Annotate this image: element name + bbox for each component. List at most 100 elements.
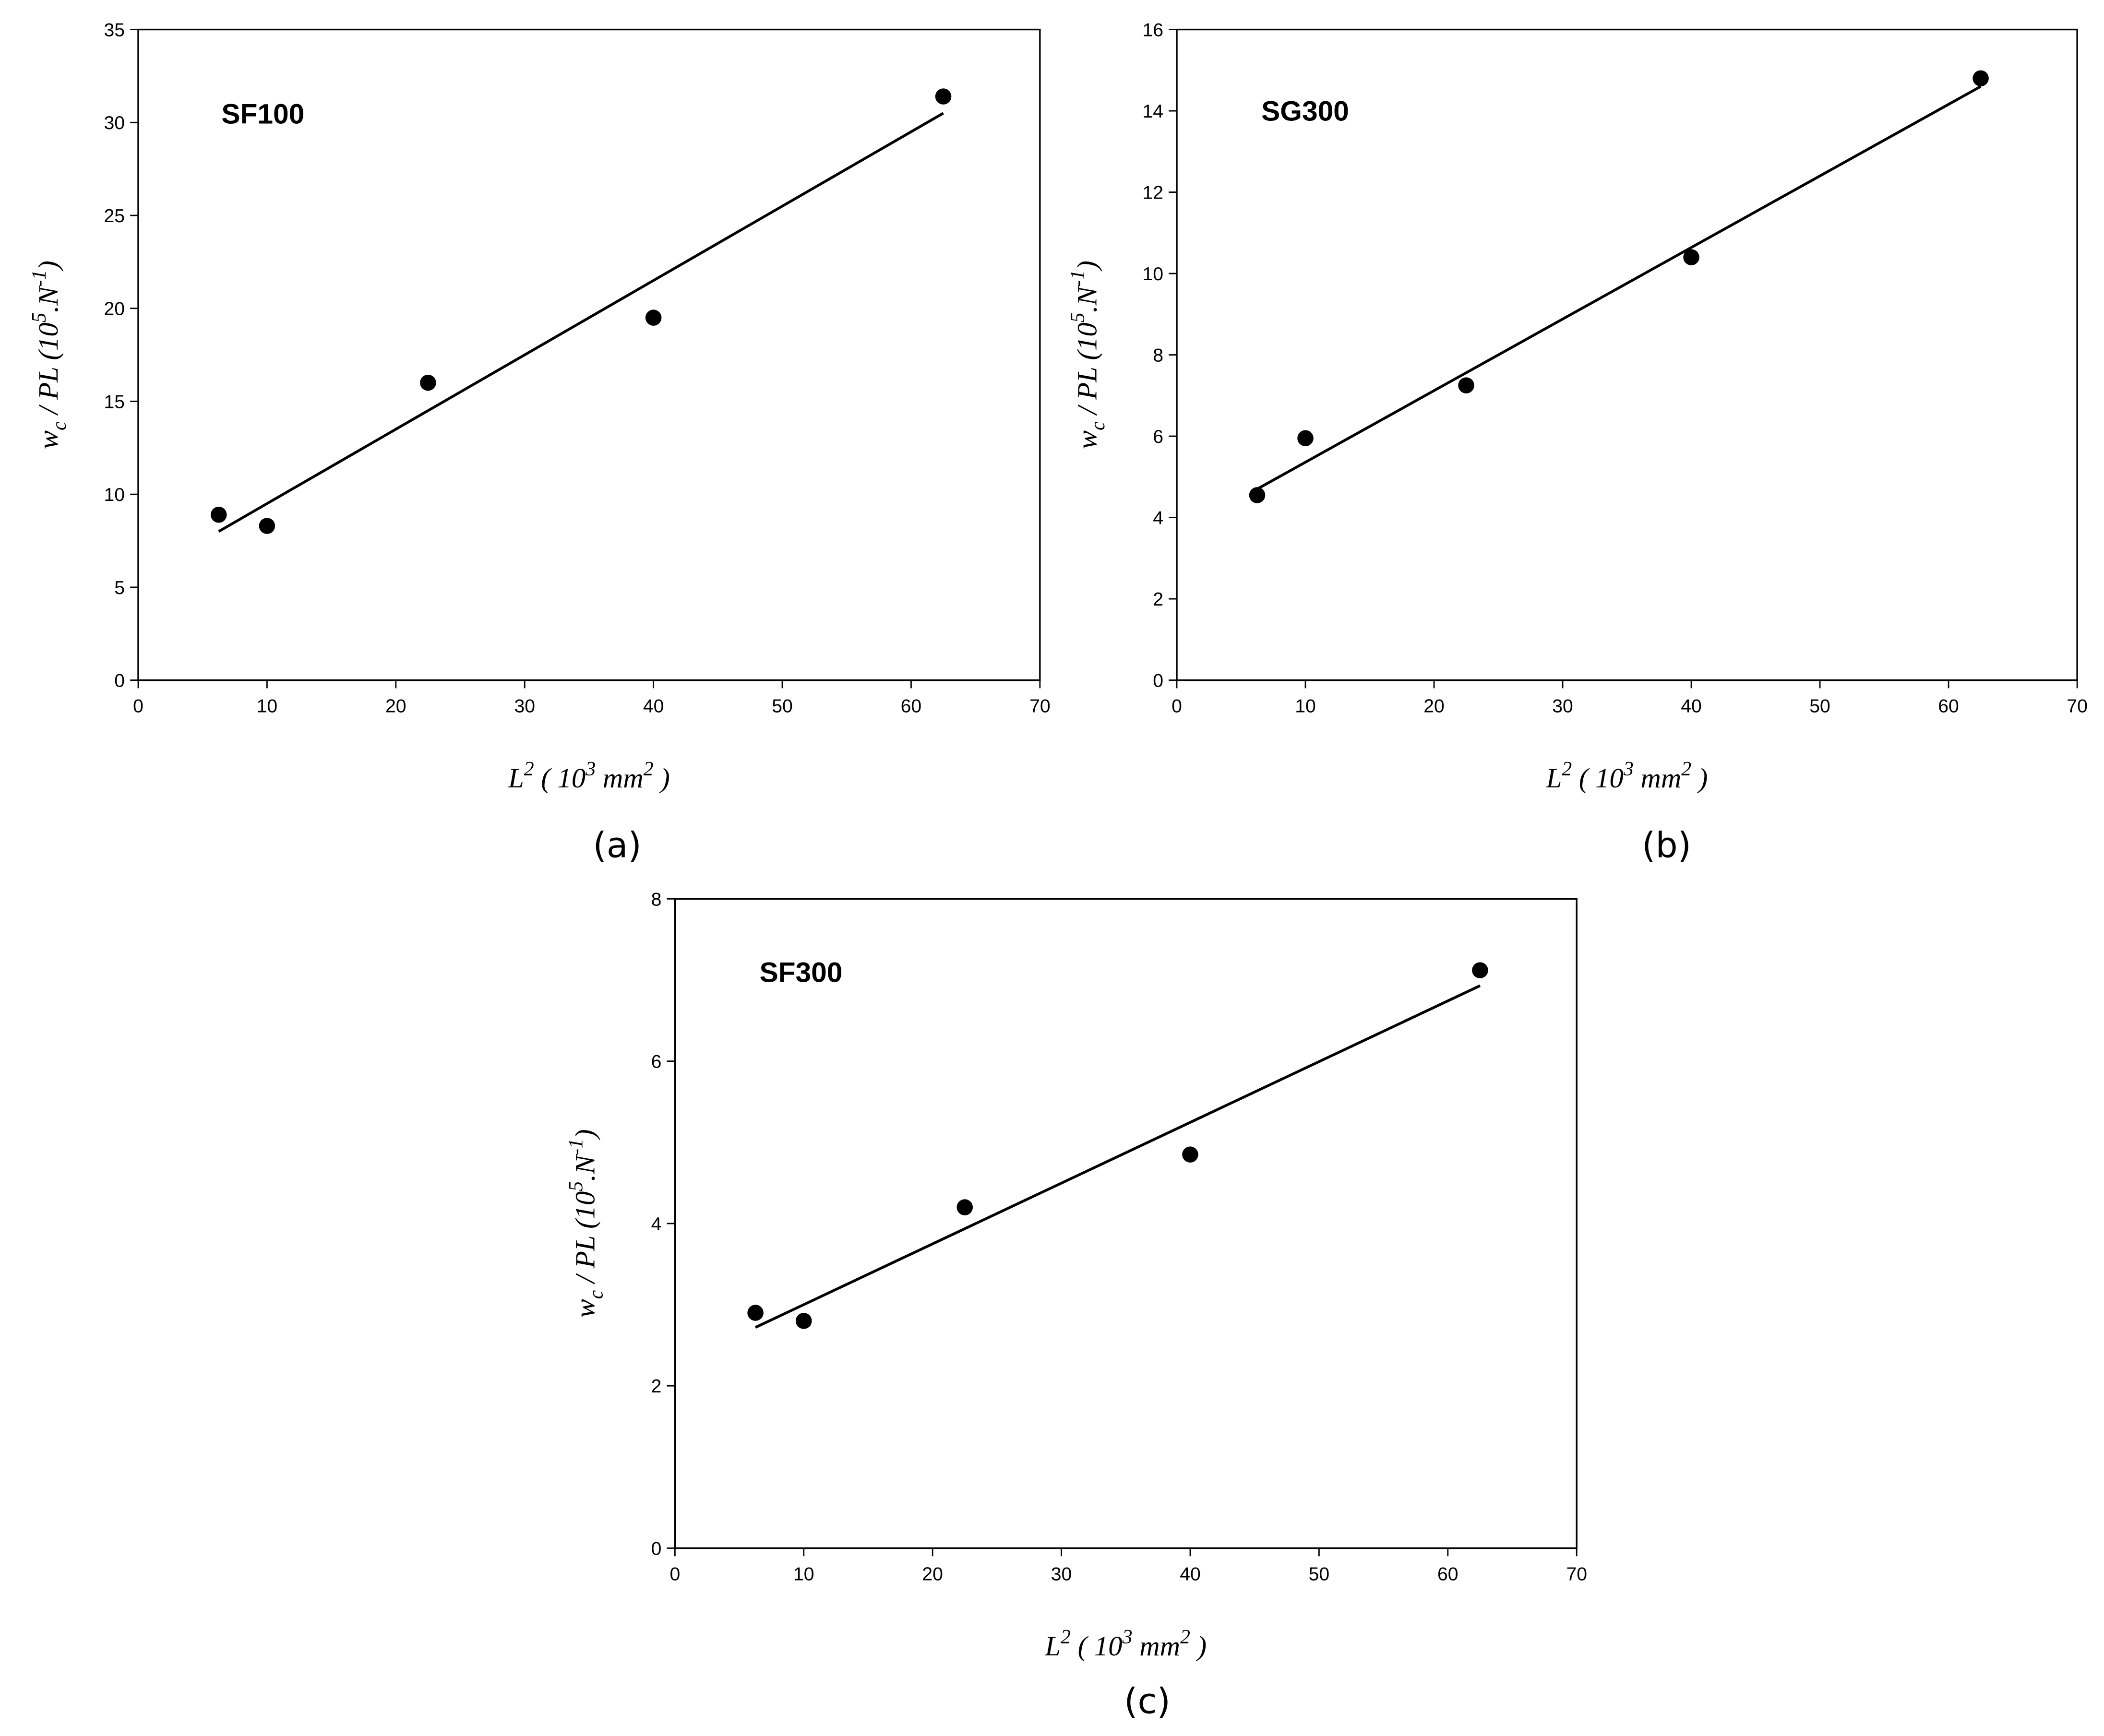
- chart-panel: 0 10 20 30 40 50 60 7005101520253035SF100(a)L2 …: [28, 20, 1051, 866]
- x-axis-label-part: 2: [1562, 758, 1572, 780]
- x-axis-label-part: 3: [585, 758, 596, 780]
- y-axis-label-part: .N: [570, 1154, 601, 1181]
- data-point: [1297, 430, 1314, 447]
- y-axis-label-part: .N: [33, 285, 64, 313]
- x-axis-label-part: ( 10: [1071, 1630, 1123, 1662]
- fit-line: [218, 112, 944, 533]
- x-tick-label: 30: [514, 696, 535, 717]
- data-point: [1182, 1146, 1198, 1163]
- data-point: [420, 374, 436, 391]
- y-tick-label: 20: [104, 299, 125, 320]
- annotation: SF100: [221, 98, 304, 130]
- y-axis-label-part: 5: [565, 1181, 587, 1191]
- data-point: [1458, 377, 1474, 393]
- y-axis-label-part: c: [585, 1290, 607, 1299]
- y-axis-label-part: 5: [28, 312, 50, 322]
- y-tick-label: 14: [1143, 101, 1164, 122]
- x-tick-label: 20: [922, 1564, 943, 1585]
- x-axis-label: L2 ( 103 mm2 ): [508, 758, 670, 794]
- y-tick-label: 4: [1153, 508, 1163, 529]
- plot-frame: [1176, 28, 2078, 681]
- y-tick-label: 0: [1153, 671, 1163, 691]
- y-tick-label: 0: [114, 671, 125, 691]
- data-point: [956, 1199, 973, 1215]
- y-tick-label: 8: [651, 889, 662, 910]
- x-axis-label-part: 2: [1061, 1626, 1071, 1648]
- x-axis-label-part: mm: [1634, 762, 1681, 794]
- y-tick-label: 5: [114, 578, 125, 598]
- y-axis-label-part: .N: [1071, 285, 1102, 313]
- x-tick-label: 10: [257, 696, 278, 717]
- x-axis-label-part: ( 10: [1572, 762, 1624, 794]
- x-axis-label: L2 ( 103 mm2 ): [1044, 1626, 1207, 1662]
- y-axis-label-part: 5: [1067, 312, 1089, 322]
- x-axis-label-part: ( 10: [534, 762, 586, 794]
- fit-line: [1256, 85, 1982, 490]
- x-tick-label: 0: [1172, 696, 1182, 717]
- y-tick-label: 6: [1153, 427, 1163, 447]
- x-tick-label: 40: [1681, 696, 1702, 717]
- data-point: [1683, 249, 1699, 265]
- x-axis-label-part: 2: [524, 758, 534, 780]
- y-tick-label: 15: [104, 392, 125, 412]
- y-tick-label: 2: [651, 1376, 662, 1397]
- y-axis-label-part: / PL (10: [33, 322, 64, 421]
- annotation: SF300: [759, 957, 842, 988]
- data-point: [645, 309, 662, 326]
- y-tick-label: 8: [1153, 345, 1163, 366]
- x-tick-label: 20: [385, 696, 406, 717]
- y-axis-label-part: -1: [28, 270, 50, 287]
- data-point: [259, 518, 275, 534]
- panel-label: (c): [1124, 1681, 1171, 1722]
- plot-frame: [674, 898, 1578, 1549]
- x-axis-label-part: 3: [1122, 1626, 1133, 1648]
- x-tick-label: 60: [901, 696, 922, 717]
- x-tick-label: 0: [133, 696, 143, 717]
- y-axis-label-part: c: [1087, 421, 1109, 430]
- y-tick-label: 25: [104, 206, 125, 226]
- x-axis-label-part: L: [508, 762, 524, 794]
- x-axis-label-part: 2: [644, 758, 654, 780]
- x-tick-label: 50: [772, 696, 793, 717]
- x-tick-label: 30: [1051, 1564, 1072, 1585]
- data-point: [795, 1313, 812, 1329]
- x-tick-label: 60: [1938, 696, 1959, 717]
- y-axis-label-part: w: [1071, 430, 1102, 449]
- y-tick-label: 10: [104, 485, 125, 505]
- x-tick-label: 70: [1566, 1564, 1587, 1585]
- x-axis-label-part: ): [1190, 1630, 1207, 1662]
- y-axis-label-part: ): [33, 261, 64, 272]
- y-axis-label-part: ): [570, 1129, 601, 1140]
- y-tick-label: 6: [651, 1052, 662, 1072]
- y-tick-label: 35: [104, 20, 125, 41]
- x-axis-label: L2 ( 103 mm2 ): [1546, 758, 1708, 794]
- fit-line: [754, 984, 1481, 1329]
- y-tick-label: 30: [104, 113, 125, 133]
- y-tick-label: 0: [651, 1539, 662, 1559]
- x-axis-label-part: ): [654, 762, 670, 794]
- x-tick-label: 40: [1180, 1564, 1201, 1585]
- y-axis-label: wc / PL (105.N-1): [1067, 261, 1109, 449]
- x-tick-label: 50: [1809, 696, 1830, 717]
- plot-frame: [137, 28, 1041, 681]
- y-axis-label-part: c: [48, 421, 71, 430]
- panel-label: (a): [593, 826, 641, 866]
- y-tick-label: 16: [1143, 20, 1164, 41]
- x-axis-label-part: 2: [1180, 1626, 1190, 1648]
- x-tick-label: 40: [643, 696, 664, 717]
- data-point: [935, 88, 952, 105]
- x-tick-label: 60: [1437, 1564, 1458, 1585]
- x-tick-label: 70: [2067, 696, 2088, 717]
- x-axis-label-part: L: [1546, 762, 1562, 794]
- panel-label: (b): [1642, 826, 1691, 866]
- x-axis-label-part: 2: [1681, 758, 1691, 780]
- y-tick-label: 10: [1143, 264, 1164, 285]
- y-axis-label-part: / PL (10: [1071, 322, 1102, 421]
- data-point: [1972, 70, 1989, 87]
- x-tick-label: 0: [669, 1564, 680, 1585]
- x-tick-label: 10: [793, 1564, 814, 1585]
- y-axis-label-part: -1: [1067, 270, 1089, 287]
